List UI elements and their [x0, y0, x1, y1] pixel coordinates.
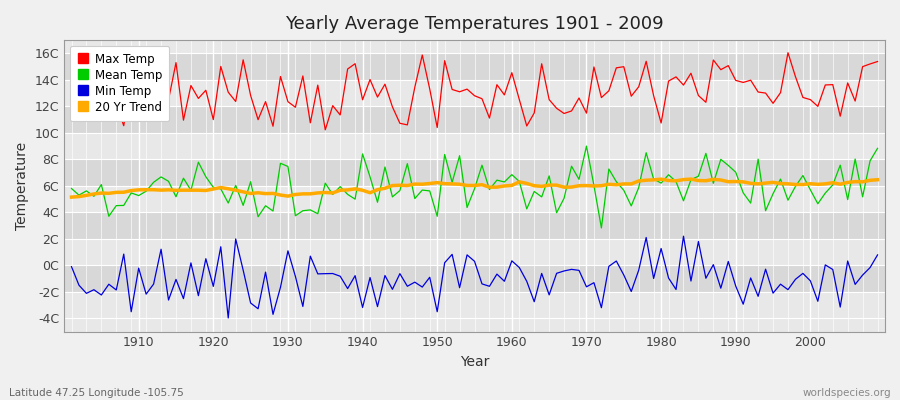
Text: worldspecies.org: worldspecies.org	[803, 388, 891, 398]
Bar	[64, 239, 885, 265]
Bar	[64, 186, 885, 212]
Legend: Max Temp, Mean Temp, Min Temp, 20 Yr Trend: Max Temp, Mean Temp, Min Temp, 20 Yr Tre…	[70, 46, 169, 121]
Bar	[64, 212, 885, 239]
Bar	[64, 265, 885, 292]
Bar	[64, 159, 885, 186]
Bar	[64, 133, 885, 159]
Title: Yearly Average Temperatures 1901 - 2009: Yearly Average Temperatures 1901 - 2009	[285, 15, 664, 33]
Bar	[64, 80, 885, 106]
Bar	[64, 292, 885, 318]
Bar	[64, 53, 885, 80]
Y-axis label: Temperature: Temperature	[15, 142, 29, 230]
Bar	[64, 106, 885, 133]
X-axis label: Year: Year	[460, 355, 490, 369]
Text: Latitude 47.25 Longitude -105.75: Latitude 47.25 Longitude -105.75	[9, 388, 184, 398]
